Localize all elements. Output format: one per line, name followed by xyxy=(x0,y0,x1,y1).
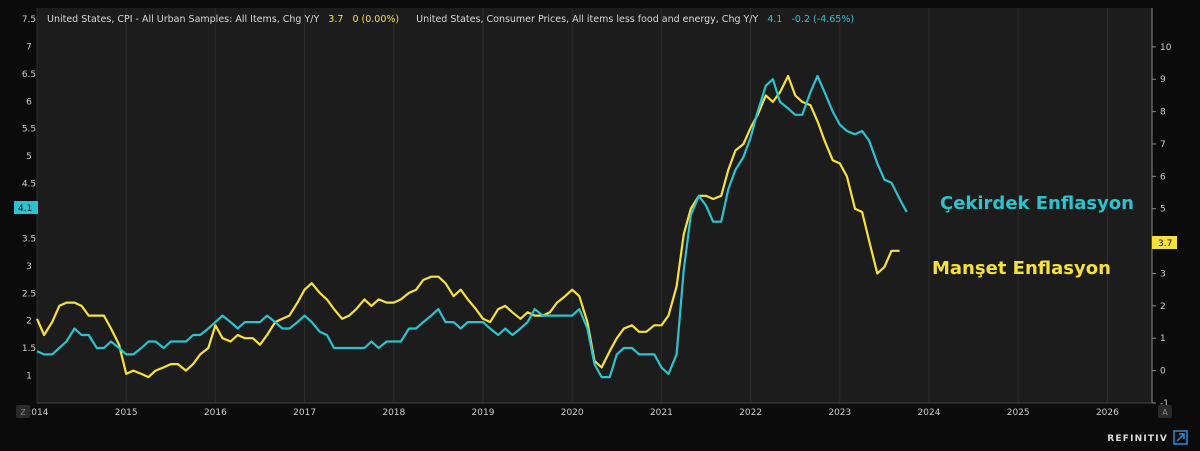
left-tick-label: 2 xyxy=(26,317,32,327)
left-tick-label: 3.5 xyxy=(22,234,36,244)
left-tick-label: 7.5 xyxy=(22,15,36,25)
left-tick-label: 3 xyxy=(26,262,32,272)
right-tick-label: 6 xyxy=(1160,172,1166,182)
x-tick-label: 2020 xyxy=(561,408,584,418)
right-tick-label: 5 xyxy=(1160,205,1166,215)
x-tick-label: 2017 xyxy=(293,408,316,418)
brand-icon xyxy=(1173,430,1188,445)
left-tick-label: 4.5 xyxy=(22,180,36,190)
badge-headline-bg xyxy=(1152,236,1177,249)
left-tick-label: 6 xyxy=(26,97,32,107)
right-tick-label: 1 xyxy=(1160,334,1166,344)
left-axis-button[interactable] xyxy=(16,405,30,418)
legend: United States, CPI - All Urban Samples: … xyxy=(47,14,854,25)
right-tick-label: 9 xyxy=(1160,75,1166,85)
x-axis: 2014 2015 2016 2017 2018 2019 2020 2021 2022 2023… xyxy=(26,408,1120,418)
left-tick-label: 1.5 xyxy=(22,344,36,354)
x-tick-label: 2018 xyxy=(382,408,405,418)
left-tick-label: 2.5 xyxy=(22,289,36,299)
right-tick-label: 10 xyxy=(1160,43,1172,53)
right-tick-label: 7 xyxy=(1160,140,1166,150)
right-tick-label: -1 xyxy=(1160,399,1169,409)
left-tick-label: 5.5 xyxy=(22,125,36,135)
badge-core-bg xyxy=(14,201,38,214)
badge-headline: 3.7 xyxy=(1158,239,1172,249)
x-tick-label: 2023 xyxy=(828,408,851,418)
brand-arrow-icon xyxy=(1176,433,1185,442)
left-tick-label: 6.5 xyxy=(22,70,36,80)
x-tick-label: 2025 xyxy=(1007,408,1030,418)
left-tick-label: 5 xyxy=(26,152,32,162)
x-tick-label: 2019 xyxy=(472,408,495,418)
left-axis-button-label: Z xyxy=(20,408,26,417)
legend-cpi-change: 0 (0.00%) xyxy=(352,14,399,25)
x-tick-label: 2022 xyxy=(739,408,762,418)
left-tick-label: 7 xyxy=(26,42,32,52)
annotation-headline: Manşet Enflasyon xyxy=(932,258,1111,279)
x-tick-label: 2016 xyxy=(204,408,227,418)
x-tick-label: 2015 xyxy=(115,408,138,418)
x-tick-label: 2014 xyxy=(26,408,49,418)
series-line-core xyxy=(36,74,908,379)
series-lines xyxy=(35,74,908,379)
legend-cpi-last: 3.7 xyxy=(328,14,343,25)
badge-core: 4.1 xyxy=(18,204,32,214)
grid xyxy=(36,8,1108,403)
legend-core-change: -0.2 (-4.65%) xyxy=(792,14,855,25)
left-tick-label: 1 xyxy=(26,372,32,382)
right-tick-label: 3 xyxy=(1160,269,1166,279)
right-tick-label: 8 xyxy=(1160,108,1166,118)
right-tick-label: 2 xyxy=(1160,302,1166,312)
right-axis-button[interactable] xyxy=(1158,405,1172,418)
x-tick-label: 2024 xyxy=(918,408,941,418)
x-tick-label: 2026 xyxy=(1096,408,1119,418)
brand-logo: REFINITIV xyxy=(1107,434,1168,444)
right-tick-label: 0 xyxy=(1160,367,1166,377)
legend-core-label: United States, Consumer Prices, All item… xyxy=(416,14,758,25)
legend-cpi-label: United States, CPI - All Urban Samples: … xyxy=(47,14,319,25)
right-axis-button-label: A xyxy=(1162,408,1168,417)
legend-core-last: 4.1 xyxy=(767,14,782,25)
annotation-core: Çekirdek Enflasyon xyxy=(940,193,1134,214)
x-tick-label: 2021 xyxy=(650,408,673,418)
